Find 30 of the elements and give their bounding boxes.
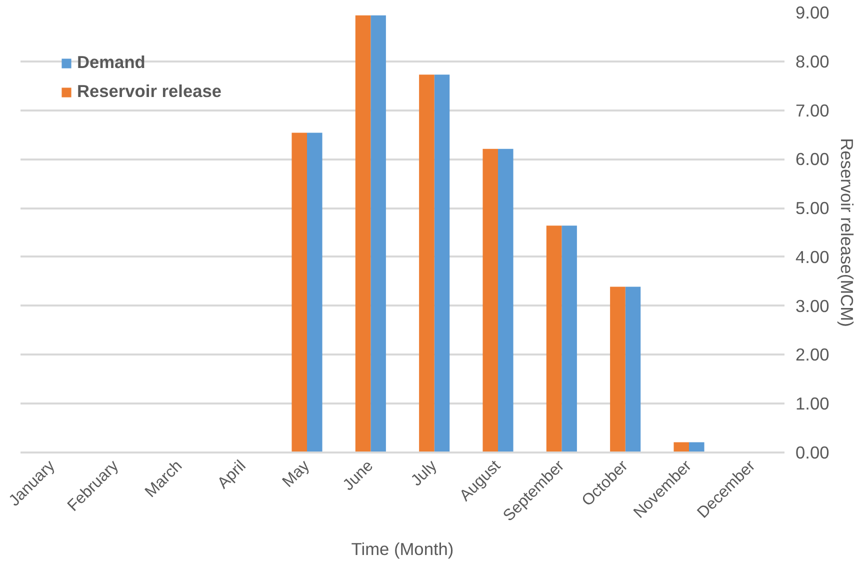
x-axis-title: Time (Month) xyxy=(351,538,454,559)
x-tick-label: May xyxy=(280,457,314,491)
bar xyxy=(434,74,450,452)
y-tick-label: 7.00 xyxy=(796,100,830,120)
legend-label: Demand xyxy=(77,52,146,73)
bar xyxy=(307,132,322,452)
bar xyxy=(419,74,434,452)
y-tick-label: 5.00 xyxy=(796,198,830,218)
bar xyxy=(482,148,498,452)
x-tick-label: July xyxy=(408,457,440,490)
bar xyxy=(546,226,562,452)
y-tick-label: 6.00 xyxy=(796,149,830,170)
bar xyxy=(292,132,307,452)
bar xyxy=(674,442,689,452)
y-tick-label: 3.00 xyxy=(796,296,830,316)
bar xyxy=(562,226,577,452)
bar xyxy=(370,15,386,452)
y-tick-label: 2.00 xyxy=(796,344,830,365)
bar xyxy=(355,15,371,452)
y-tick-label: 8.00 xyxy=(796,51,830,72)
legend-label: Reservoir release xyxy=(77,81,222,102)
y-tick-label: 4.00 xyxy=(796,246,830,267)
bar xyxy=(689,442,704,452)
y-tick-label: 1.00 xyxy=(796,394,830,414)
bar xyxy=(625,286,641,452)
bar xyxy=(498,148,514,452)
y-tick-label: 0.00 xyxy=(796,442,830,462)
bar xyxy=(610,286,626,452)
y-axis-title: Reservoir release(MCM) xyxy=(837,138,858,327)
y-tick-label: 9.00 xyxy=(796,2,830,22)
